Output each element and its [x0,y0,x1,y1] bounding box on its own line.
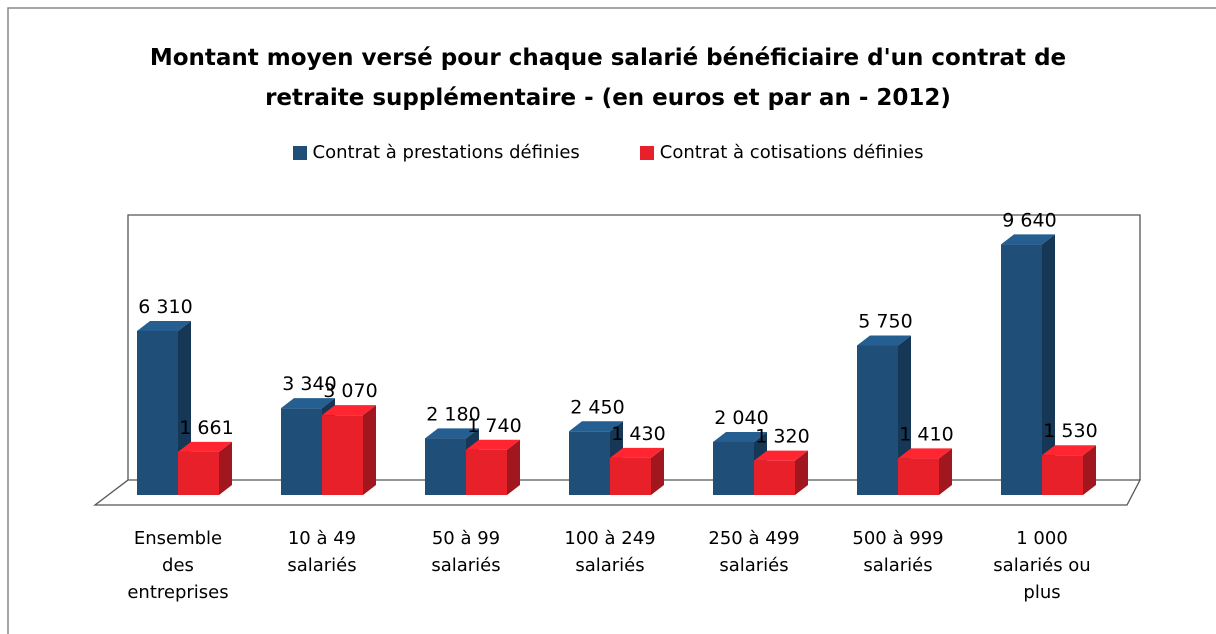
bar-front [281,408,322,495]
bar-front [322,415,363,495]
value-label: 5 750 [858,311,912,333]
bar-top [754,450,808,461]
x-tick-label: 10 à 49 salariés [287,528,357,576]
bar-top [569,421,623,432]
bar-front [1042,455,1083,495]
bar-front [754,460,795,495]
bar [1001,234,1055,496]
bar-front [898,458,939,495]
bar-front [466,449,507,495]
bar-top [713,431,767,442]
value-label: 1 740 [467,415,521,437]
bar-side [939,448,952,495]
value-label: 1 661 [179,417,233,439]
bar-front [1001,244,1042,495]
bar-top [466,439,520,450]
bar-front [569,431,610,495]
bar-side [1042,234,1055,496]
bar-top [281,398,335,409]
bar-front [713,441,754,495]
legend: Contrat à prestations définies Contrat à … [0,142,1216,163]
value-label: 3 340 [282,373,336,395]
value-label: 2 040 [714,407,768,429]
frame [7,7,1216,634]
value-label: 2 180 [426,403,480,425]
bar-front [425,438,466,495]
bar [754,450,808,495]
x-tick-label: 250 à 499 salariés [708,528,800,576]
bar [610,447,664,495]
x-tick-label: 500 à 999 salariés [852,528,944,576]
bar-top [898,448,952,459]
bar-side [795,450,808,495]
legend-item: Contrat à prestations définies [292,142,580,163]
value-label: 1 530 [1043,420,1097,442]
x-tick-label: 1 000 salariés ou plus [993,528,1091,603]
legend-label: Contrat à cotisations définies [659,142,924,163]
value-label: 1 430 [611,423,665,445]
bar-side [219,441,232,495]
value-label: 1 410 [899,423,953,445]
bar [857,335,911,495]
x-tick-label: Ensemble des entreprises [127,528,229,603]
bar-front [137,330,178,495]
legend-swatch [292,145,307,160]
bar-top [857,335,911,346]
bar-top [425,428,479,439]
bar-top [610,447,664,458]
value-label: 2 450 [570,396,624,418]
bar-top [178,441,232,452]
x-tick-label: 50 à 99 salariés [431,528,501,576]
legend-swatch [639,145,654,160]
bar-side [363,405,376,495]
bar-side [507,439,520,495]
value-label: 1 320 [755,426,809,448]
back-wall [127,214,1141,480]
legend-item: Contrat à cotisations définies [639,142,924,163]
bar-top [1001,234,1055,245]
bar [178,441,232,495]
value-label: 3 070 [323,380,377,402]
bar [322,405,376,495]
chart-title: Montant moyen versé pour chaque salarié … [149,45,1067,111]
bar-front [857,345,898,495]
legend-label: Contrat à prestations définies [312,142,580,163]
value-label: 6 310 [138,296,192,318]
bar-front [178,451,219,495]
bar-side [651,447,664,495]
bar-top [322,405,376,416]
bar-top [137,320,191,331]
value-label: 9 640 [1002,209,1056,231]
bar-top [1042,445,1096,456]
x-tick-label: 100 à 249 salariés [564,528,656,576]
bar-front [610,457,651,495]
bar [466,439,520,495]
bar-side [1083,445,1096,495]
bar [1042,445,1096,495]
bar [898,448,952,495]
